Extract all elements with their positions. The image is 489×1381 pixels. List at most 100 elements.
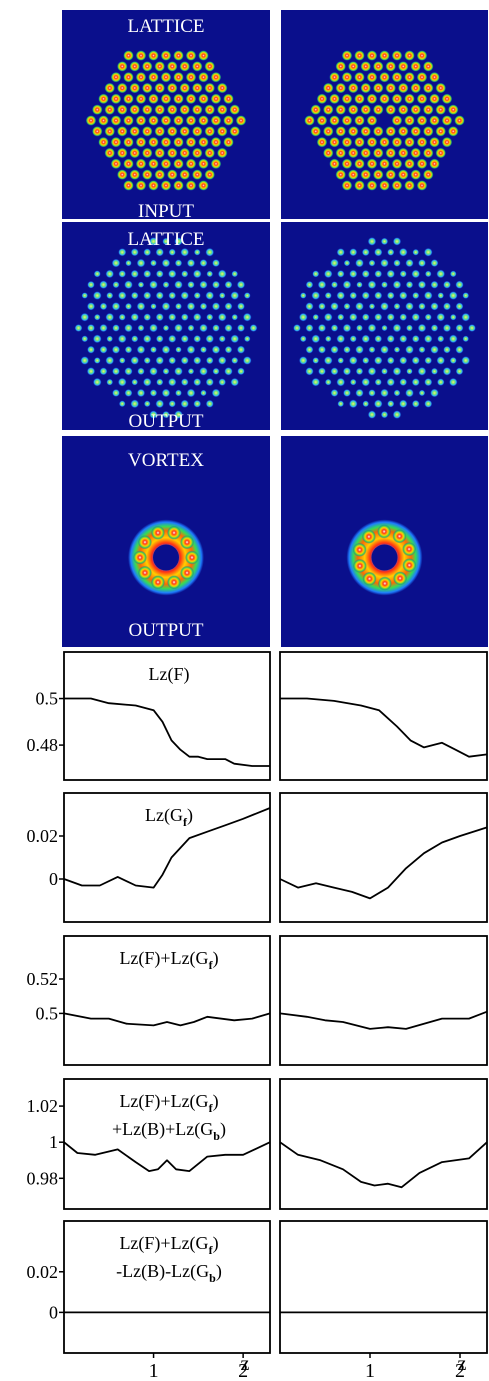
lattice-site xyxy=(411,399,420,408)
lattice-site xyxy=(348,356,358,365)
lattice-site xyxy=(229,104,241,115)
lattice-site xyxy=(198,180,209,191)
lattice-site xyxy=(80,356,90,365)
lattice-site xyxy=(81,335,89,343)
lattice-site xyxy=(135,71,147,83)
lattice-site xyxy=(191,169,203,180)
left-plot: 1.02 1 0.98 Lz(F)+Lz(Gf) +Lz(B)+Lz(Gb) xyxy=(27,1078,271,1210)
lattice-site xyxy=(230,291,240,300)
lattice-site xyxy=(210,136,222,148)
lattice-site xyxy=(193,248,201,256)
lattice-site xyxy=(411,334,420,343)
lattice-site xyxy=(185,93,197,105)
lattice-site xyxy=(374,378,382,386)
vortex-spot xyxy=(402,558,417,573)
lattice-site xyxy=(135,158,147,170)
lattice-site xyxy=(429,115,440,126)
lattice-site xyxy=(354,50,365,61)
lattice-site xyxy=(150,303,157,310)
lattice-site xyxy=(441,93,453,105)
lattice-site xyxy=(141,104,153,115)
lattice-site xyxy=(166,169,178,180)
lattice-site xyxy=(342,323,352,333)
x-tick-label: 2 xyxy=(238,1360,248,1381)
lattice-site xyxy=(418,346,426,354)
lattice-site xyxy=(373,356,383,365)
lattice-site xyxy=(129,169,141,180)
lattice-site xyxy=(374,269,383,278)
lattice-site xyxy=(205,356,214,365)
lattice-site xyxy=(154,61,166,72)
lattice-site xyxy=(455,323,464,333)
lattice-site xyxy=(330,302,339,311)
lattice-site xyxy=(174,323,183,333)
lattice-site xyxy=(173,158,184,170)
lattice-site xyxy=(131,335,139,343)
plot-title: Lz(Gf) xyxy=(145,805,193,829)
lattice-site xyxy=(385,147,397,159)
lattice-site xyxy=(179,169,191,180)
lattice-site xyxy=(168,313,177,322)
lattice-site xyxy=(374,247,383,257)
lattice-site xyxy=(380,258,389,268)
lattice-site xyxy=(118,357,126,364)
lattice-site xyxy=(136,258,146,268)
lattice-site xyxy=(180,378,189,387)
lattice-site xyxy=(379,136,390,148)
lattice-site xyxy=(448,377,458,387)
lattice-site xyxy=(355,367,364,376)
lattice-site xyxy=(168,400,176,408)
lattice-site xyxy=(105,312,115,322)
lattice-site xyxy=(468,324,476,332)
lattice-site xyxy=(223,115,234,126)
plot-frame xyxy=(279,1220,488,1354)
lattice-site xyxy=(316,115,328,126)
lattice-site xyxy=(324,335,332,343)
lattice-site xyxy=(193,399,202,408)
lattice-site xyxy=(361,248,370,257)
lattice-site xyxy=(404,136,415,148)
lattice-site xyxy=(123,180,134,191)
lattice-site xyxy=(211,280,221,289)
lattice-site xyxy=(360,126,372,137)
lattice-site xyxy=(323,312,333,322)
lattice-site xyxy=(386,291,395,300)
lattice-site xyxy=(242,312,252,322)
vortex-core xyxy=(371,544,398,571)
left-plot: 0.02 0 Lz(Gf) xyxy=(27,792,271,923)
lattice-site xyxy=(354,115,365,126)
lattice-site xyxy=(185,180,197,191)
lattice-site xyxy=(199,366,208,376)
lattice-site xyxy=(204,82,216,94)
lattice-site xyxy=(449,313,457,321)
lattice-site xyxy=(155,247,164,257)
lattice-site xyxy=(455,367,464,376)
lattice-site xyxy=(210,71,222,83)
right-plot xyxy=(279,651,488,781)
lattice-site xyxy=(336,270,345,278)
lattice-site xyxy=(423,247,433,257)
lattice-site xyxy=(206,270,214,278)
lattice-site xyxy=(168,334,177,343)
lattice-site xyxy=(148,180,159,191)
lattice-site xyxy=(191,61,203,72)
lattice-site xyxy=(417,366,427,376)
plot-frame xyxy=(63,792,271,923)
lattice-site xyxy=(381,367,388,375)
lattice-site xyxy=(435,104,447,115)
lattice-site xyxy=(347,147,359,159)
lattice-site xyxy=(462,335,470,343)
lattice-site xyxy=(118,313,126,321)
image-panel-r1-c1 xyxy=(62,10,270,219)
lattice-site xyxy=(143,313,152,322)
lattice-site xyxy=(210,158,222,170)
lattice-site xyxy=(386,356,395,365)
lattice-site xyxy=(99,345,108,354)
lattice-site xyxy=(329,136,340,148)
lattice-site xyxy=(160,93,172,105)
lattice-site xyxy=(106,378,114,386)
lattice-site xyxy=(116,169,128,180)
lattice-site xyxy=(204,169,216,180)
lattice-site xyxy=(337,313,345,321)
